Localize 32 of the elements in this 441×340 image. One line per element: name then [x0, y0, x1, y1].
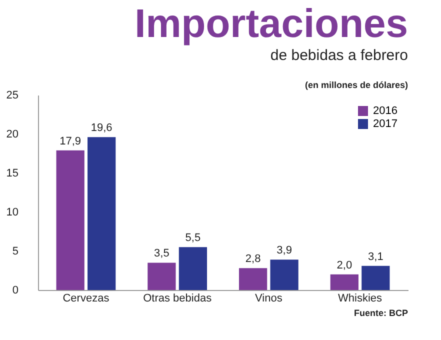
bar — [88, 137, 116, 290]
y-tick-label: 10 — [6, 206, 18, 218]
data-label: 3,9 — [276, 244, 292, 257]
data-label: 3,5 — [154, 248, 170, 260]
text: (en millones de dólares) — [304, 80, 408, 90]
x-tick-label: Whiskies — [338, 292, 383, 304]
data-label: 17,9 — [60, 135, 82, 148]
bar — [56, 150, 84, 290]
chart-title: Importaciones — [134, 2, 408, 46]
y-tick-label: 5 — [12, 246, 18, 258]
y-tick-label: 25 — [6, 90, 18, 102]
bar — [148, 262, 176, 290]
chart-subtitle: de bebidas a febrero — [270, 47, 408, 64]
bar — [270, 260, 298, 290]
bar — [330, 274, 358, 290]
legend-label: 2016 — [373, 105, 398, 117]
data-label: 2,0 — [336, 259, 352, 272]
x-tick-label: Cervezas — [62, 292, 110, 304]
bar — [362, 266, 390, 290]
y-tick-label: 15 — [6, 168, 18, 180]
data-label: 2,8 — [245, 253, 261, 266]
y-tick-label: 0 — [12, 284, 18, 296]
bar — [178, 247, 208, 290]
x-tick-label: Vinos — [255, 292, 283, 304]
y-tick-label: 20 — [6, 128, 18, 140]
data-label: 3,1 — [368, 250, 384, 263]
data-label: 19,6 — [90, 122, 112, 134]
legend-label: 2017 — [373, 118, 398, 130]
bar — [238, 268, 268, 290]
x-tick-label: Otras bebidas — [143, 292, 212, 304]
data-label: 5,5 — [185, 232, 201, 244]
source-note: Fuente: BCP — [354, 308, 408, 318]
